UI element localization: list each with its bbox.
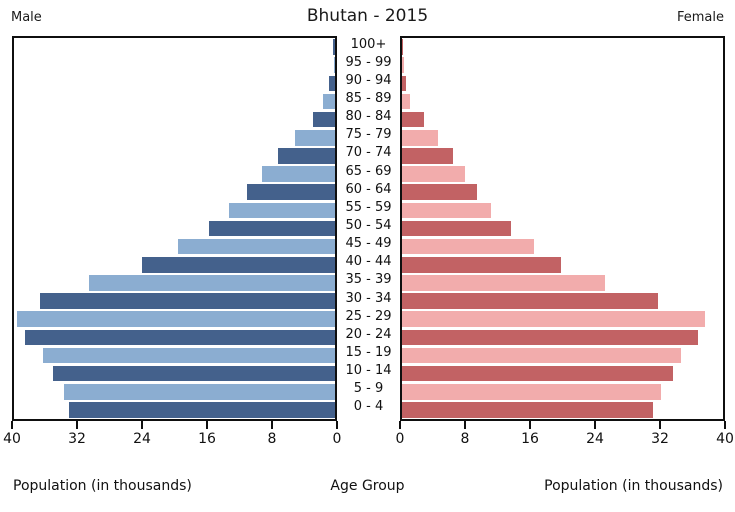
male-bar-25-29 — [17, 311, 335, 327]
x-tick-left-8 — [271, 421, 273, 429]
female-bar-75-79 — [402, 130, 439, 146]
female-bar-25-29 — [402, 311, 705, 327]
age-group-label-5-9: 5 - 9 — [353, 381, 384, 397]
left-axis-title: Population (in thousands) — [13, 478, 192, 494]
x-tick-right-16 — [529, 421, 531, 429]
male-side-label: Male — [11, 10, 42, 25]
male-bar-20-24 — [25, 329, 335, 346]
age-group-label-25-29: 25 - 29 — [345, 308, 392, 324]
age-group-label-55-59: 55 - 59 — [345, 199, 392, 215]
x-tick-right-40 — [724, 421, 726, 429]
male-bar-80-84 — [312, 111, 335, 128]
x-tick-right-8 — [464, 421, 466, 429]
female-bar-80-84 — [402, 111, 424, 128]
age-group-label-70-74: 70 - 74 — [345, 145, 392, 161]
x-tick-label-right-0: 0 — [395, 431, 405, 447]
female-bar-70-74 — [402, 148, 453, 164]
age-group-label-100plus: 100+ — [350, 36, 387, 52]
male-bar-5-9 — [63, 384, 335, 400]
x-tick-label-right-8: 8 — [460, 431, 470, 447]
age-group-label-65-69: 65 - 69 — [345, 163, 392, 179]
x-tick-label-left-32: 32 — [68, 431, 86, 447]
female-plot-area — [400, 36, 725, 421]
x-tick-left-40 — [11, 421, 13, 429]
age-group-label-75-79: 75 - 79 — [345, 127, 392, 143]
female-bar-85-89 — [402, 93, 411, 110]
male-plot-area — [12, 36, 337, 421]
female-bar-20-24 — [402, 329, 699, 346]
age-group-label-10-14: 10 - 14 — [345, 363, 392, 379]
age-group-label-50-54: 50 - 54 — [345, 218, 392, 233]
female-bar-65-69 — [402, 166, 466, 182]
x-tick-left-24 — [141, 421, 143, 429]
x-tick-label-left-16: 16 — [198, 431, 216, 447]
male-bar-45-49 — [177, 238, 335, 255]
female-bar-35-39 — [402, 275, 606, 291]
female-bar-50-54 — [402, 220, 512, 237]
male-bar-30-34 — [40, 293, 335, 309]
x-tick-label-right-32: 32 — [651, 431, 669, 447]
x-tick-label-right-24: 24 — [586, 431, 604, 447]
x-tick-left-32 — [76, 421, 78, 429]
x-tick-label-left-40: 40 — [3, 431, 21, 447]
female-bar-15-19 — [402, 347, 682, 364]
female-side-label: Female — [676, 10, 724, 25]
male-bar-70-74 — [278, 148, 335, 164]
age-group-label-60-64: 60 - 64 — [345, 181, 392, 197]
right-axis-title: Population (in thousands) — [544, 478, 723, 494]
x-tick-right-32 — [659, 421, 661, 429]
age-group-label-45-49: 45 - 49 — [345, 236, 392, 252]
x-tick-right-24 — [594, 421, 596, 429]
x-tick-label-right-40: 40 — [716, 431, 734, 447]
age-group-label-80-84: 80 - 84 — [345, 109, 392, 125]
female-bar-45-49 — [402, 238, 535, 255]
x-tick-left-0 — [336, 421, 338, 429]
male-bar-65-69 — [261, 166, 335, 182]
x-tick-label-left-8: 8 — [267, 431, 277, 447]
center-axis-title: Age Group — [330, 478, 405, 494]
x-tick-right-0 — [399, 421, 401, 429]
x-tick-left-16 — [206, 421, 208, 429]
female-bar-0-4 — [402, 402, 654, 418]
female-bar-100plus — [402, 39, 403, 55]
male-bar-0-4 — [69, 402, 335, 418]
male-bar-60-64 — [246, 184, 335, 200]
age-group-label-30-34: 30 - 34 — [345, 290, 392, 306]
female-bar-55-59 — [402, 202, 492, 219]
male-bar-50-54 — [209, 220, 335, 237]
x-tick-label-left-0: 0 — [332, 431, 342, 447]
female-bar-30-34 — [402, 293, 658, 309]
male-bar-85-89 — [322, 93, 335, 110]
male-bar-15-19 — [42, 347, 335, 364]
x-tick-label-right-16: 16 — [521, 431, 539, 447]
age-group-label-95-99: 95 - 99 — [345, 54, 392, 70]
female-bar-10-14 — [402, 365, 674, 382]
female-bar-95-99 — [402, 57, 404, 73]
male-bar-55-59 — [229, 202, 335, 219]
age-group-label-0-4: 0 - 4 — [353, 399, 384, 415]
age-group-label-column: 100+ 95 - 99 90 - 94 85 - 89 80 - 84 75 - 79 7… — [337, 36, 400, 421]
female-bar-90-94 — [402, 75, 406, 92]
age-group-label-35-39: 35 - 39 — [345, 272, 392, 288]
male-bar-100plus — [332, 39, 335, 55]
male-bar-75-79 — [294, 130, 335, 146]
age-group-label-15-19: 15 - 19 — [345, 345, 392, 360]
male-bar-10-14 — [52, 365, 335, 382]
chart-title: Bhutan - 2015 — [306, 6, 429, 26]
female-bar-5-9 — [402, 384, 662, 400]
male-bar-95-99 — [334, 57, 335, 73]
x-tick-label-left-24: 24 — [133, 431, 151, 447]
age-group-label-40-44: 40 - 44 — [345, 254, 392, 270]
age-group-label-85-89: 85 - 89 — [345, 91, 392, 106]
female-bar-60-64 — [402, 184, 478, 200]
age-group-label-20-24: 20 - 24 — [345, 326, 392, 342]
male-bar-90-94 — [329, 75, 335, 92]
male-bar-35-39 — [89, 275, 335, 291]
age-group-label-90-94: 90 - 94 — [345, 72, 392, 88]
male-bar-40-44 — [141, 257, 335, 273]
female-bar-40-44 — [402, 257, 561, 273]
